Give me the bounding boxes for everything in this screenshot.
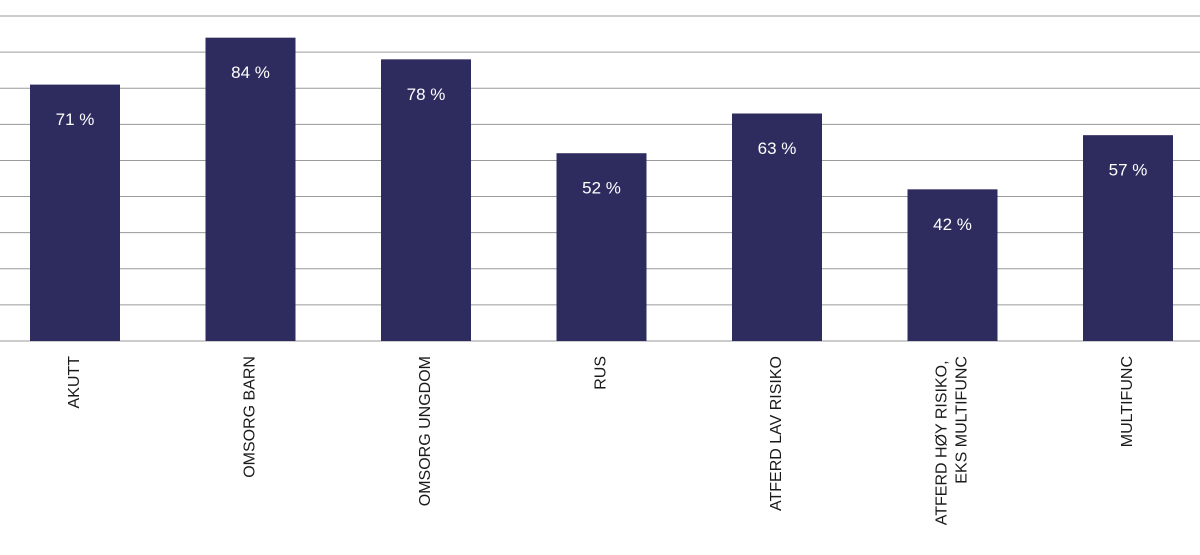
x-tick-label: OMSORG BARN — [242, 356, 259, 478]
value-label: 57 % — [1109, 161, 1148, 180]
bar — [907, 189, 998, 341]
value-label: 42 % — [933, 215, 972, 234]
value-label: 63 % — [758, 139, 797, 158]
bar — [732, 113, 822, 341]
value-label: 52 % — [582, 179, 621, 198]
x-tick-label: OMSORG UNGDOM — [417, 356, 434, 506]
bar — [556, 153, 647, 341]
value-label: 84 % — [231, 63, 270, 82]
x-tick-label: ATFERD LAV RISIKO — [768, 356, 785, 511]
x-tick-label: ATFERD HØY RISIKO, EKS MULTIFUNC — [934, 356, 971, 525]
value-label: 78 % — [407, 85, 446, 104]
bar — [1083, 135, 1173, 341]
x-tick-label: RUS — [593, 356, 610, 390]
bar — [30, 84, 120, 341]
x-tick-label: MULTIFUNC — [1119, 356, 1136, 447]
x-tick-label: AKUTT — [66, 356, 83, 409]
value-label: 71 % — [56, 110, 95, 129]
bar — [205, 37, 296, 342]
bar — [381, 59, 471, 341]
